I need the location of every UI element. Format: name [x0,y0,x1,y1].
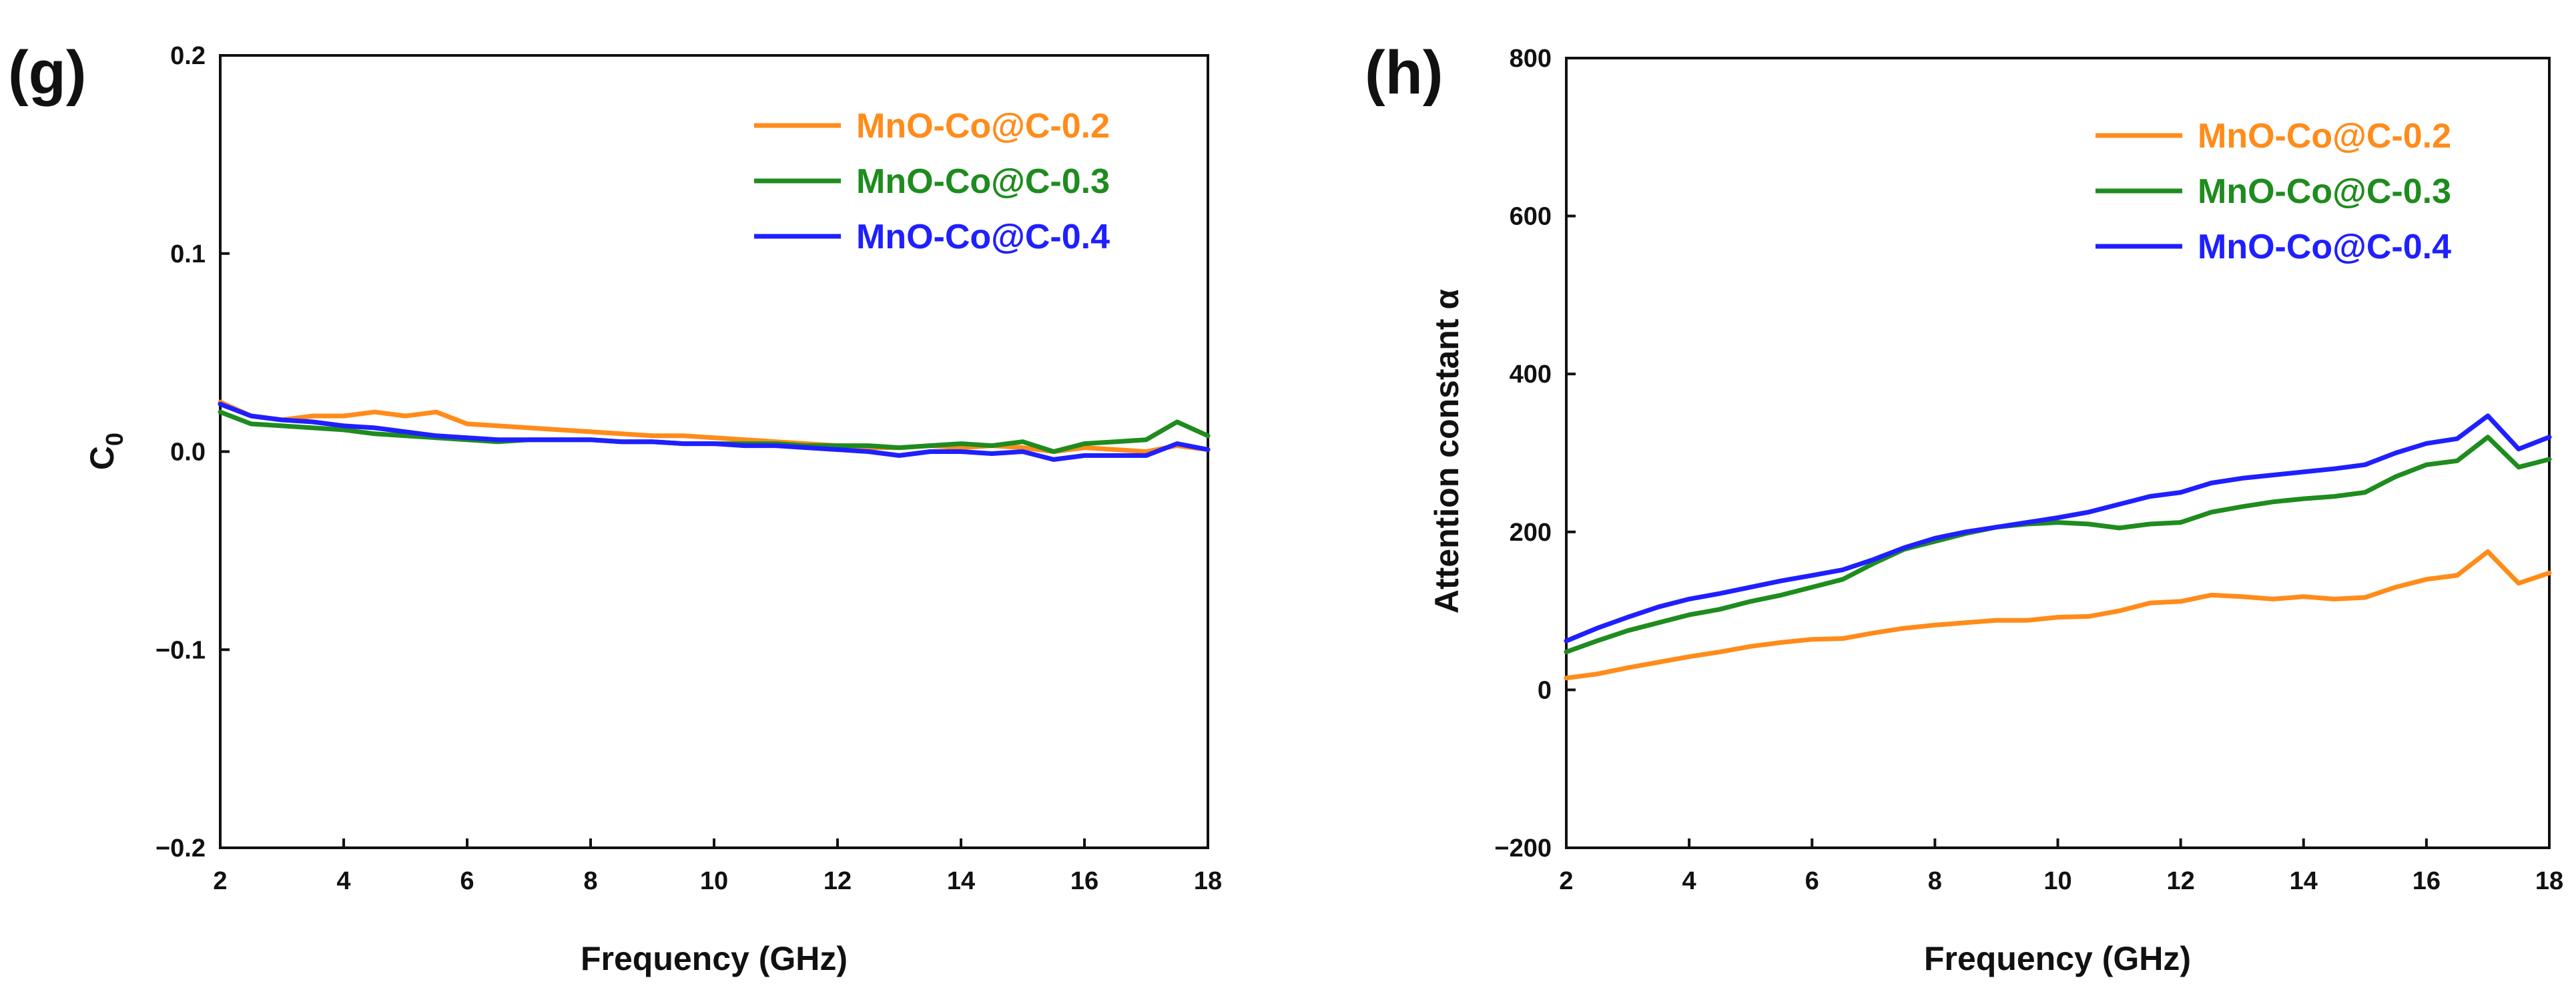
x-tick-label: 16 [2412,867,2441,895]
series-line-1 [1564,549,2552,681]
legend-label-3: MnO-Co@C-0.4 [856,218,1110,256]
y-axis-ticks-g: −0.2 −0.1 0.0 0.1 0.2 [155,42,230,862]
x-tick-label: 2 [1559,867,1573,895]
y-tick-label: 0.2 [170,42,206,70]
y-axis-title-g-main: C [83,446,121,470]
series-line-3 [218,401,1211,462]
chart-panel-h: (h) −200 0 200 400 600 800 2 4 6 8 10 12 14 16 18 MnO… [1365,39,2563,977]
legend-label-2: MnO-Co@C-0.3 [856,162,1110,201]
x-tick-label: 4 [1682,867,1696,895]
panel-label-h: (h) [1365,39,1443,107]
y-tick-label: 400 [1510,360,1552,389]
x-tick-label: 10 [700,867,728,895]
chart-panel-g: (g) −0.2 −0.1 0.0 0.1 0.2 2 4 6 8 10 12 14 16 18 MnO… [8,39,1222,977]
series-line-2 [1564,435,2552,655]
panel-label-g: (g) [8,39,86,107]
x-axis-title-g: Frequency (GHz) [581,940,848,977]
x-axis-title-h: Frequency (GHz) [1924,940,2191,977]
x-tick-label: 18 [1194,867,1222,895]
x-tick-label: 4 [336,867,350,895]
y-axis-title-g: C0 [83,433,128,470]
y-axis-ticks-h: −200 0 200 400 600 800 [1494,45,1576,862]
legend-label-1: MnO-Co@C-0.2 [2198,117,2451,156]
x-tick-label: 14 [947,867,975,895]
y-tick-label: −0.2 [155,834,206,862]
x-axis-ticks-g: 2 4 6 8 10 12 14 16 18 [213,838,1222,895]
legend-h: MnO-Co@C-0.2 MnO-Co@C-0.3 MnO-Co@C-0.4 [2096,117,2451,266]
x-tick-label: 14 [2290,867,2318,895]
legend-label-3: MnO-Co@C-0.4 [2198,228,2451,266]
legend-label-1: MnO-Co@C-0.2 [856,107,1110,146]
y-tick-label: 800 [1510,45,1552,73]
x-tick-label: 12 [2166,867,2194,895]
y-tick-label: 0.0 [170,439,206,467]
legend-g: MnO-Co@C-0.2 MnO-Co@C-0.3 MnO-Co@C-0.4 [754,107,1110,256]
y-tick-label: 200 [1510,519,1552,547]
series-line-3 [1564,413,2552,644]
x-tick-label: 10 [2043,867,2071,895]
x-tick-label: 2 [213,867,227,895]
y-tick-label: 0.1 [170,240,206,268]
x-tick-label: 18 [2535,867,2563,895]
y-axis-title-g-sub: 0 [101,433,128,446]
x-axis-ticks-h: 2 4 6 8 10 12 14 16 18 [1559,838,2563,895]
series-group-h [1564,413,2552,681]
x-tick-label: 12 [824,867,852,895]
y-tick-label: 0 [1538,676,1552,704]
legend-label-2: MnO-Co@C-0.3 [2198,172,2451,211]
y-tick-label: 600 [1510,203,1552,231]
series-group-g [218,399,1211,462]
x-tick-label: 16 [1070,867,1098,895]
x-tick-label: 8 [1928,867,1942,895]
x-tick-label: 6 [460,867,474,895]
x-tick-label: 6 [1805,867,1819,895]
y-tick-label: −0.1 [155,636,206,664]
y-tick-label: −200 [1494,834,1552,862]
y-axis-title-h: Attention constant α [1428,289,1466,614]
x-tick-label: 8 [583,867,597,895]
